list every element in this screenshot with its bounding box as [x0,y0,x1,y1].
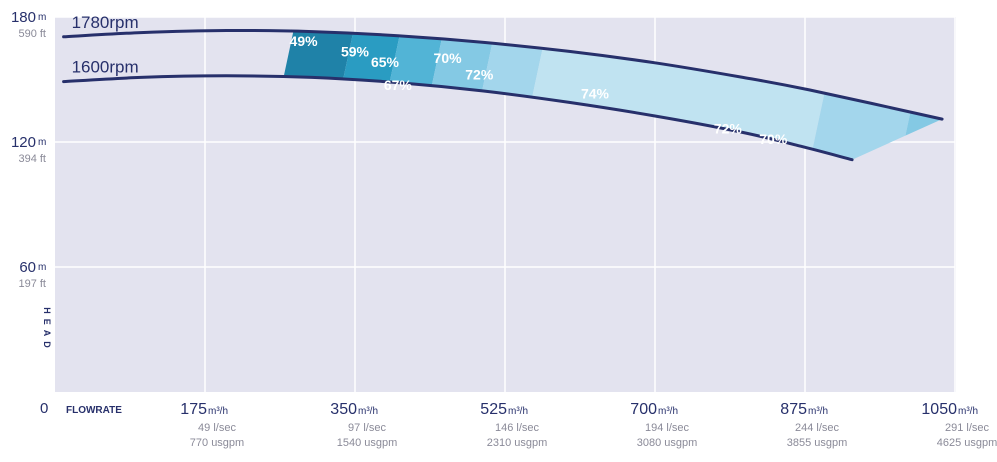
y-tick-sub: 197 ft [18,278,46,290]
y-tick-sub: 394 ft [18,153,46,165]
efficiency-label: 70% [759,131,788,147]
y-tick-value: 180 [11,9,36,26]
rpm-curve-line [62,28,944,121]
x-tick-sub2: 770 usgpm [190,437,244,449]
x-tick-sub1: 97 l/sec [348,422,386,434]
x-tick-unit: m³/h [808,406,828,417]
efficiency-label: 70% [434,50,463,66]
efficiency-label: 65% [371,54,400,70]
x-tick-sub1: 194 l/sec [645,422,690,434]
x-tick-sub2: 3855 usgpm [787,437,848,449]
x-tick-sub1: 49 l/sec [198,422,236,434]
efficiency-label: 67% [384,77,413,93]
x-axis-title: FLOWRATE [66,405,122,416]
x-tick-unit: m³/h [208,406,228,417]
x-tick-value: 875 [780,401,807,418]
x-tick-value: 350 [330,401,357,418]
x-tick-value: 1050 [921,401,957,418]
origin-label: 0 [40,400,48,417]
x-tick: 1050 m³/h 291 l/sec 4625 usgpm [921,401,997,449]
x-tick-unit: m³/h [508,406,528,417]
efficiency-zone-fill [760,30,931,160]
x-tick-unit: m³/h [358,406,378,417]
y-tick: 180 m 590 ft [11,9,46,40]
x-tick: 700 m³/h 194 l/sec 3080 usgpm [630,401,697,449]
y-tick-value: 120 [11,134,36,151]
x-tick-unit: m³/h [658,406,678,417]
y-axis-title: HEAD [42,307,52,353]
x-tick-value: 700 [630,401,657,418]
x-tick-value: 175 [180,401,207,418]
y-tick-unit: m [38,137,46,148]
x-tick-sub1: 291 l/sec [945,422,990,434]
y-tick-value: 60 [19,259,36,276]
x-tick: 175 m³/h 49 l/sec 770 usgpm [180,401,244,449]
efficiency-label: 74% [581,85,610,101]
rpm-curves [62,28,944,162]
efficiency-labels: 49%59%65%67%70%72%74%72%70% [290,33,788,147]
y-tick: 120 m 394 ft [11,134,46,165]
x-tick-sub2: 4625 usgpm [937,437,997,449]
x-tick-sub1: 146 l/sec [495,422,540,434]
y-tick-unit: m [38,262,46,273]
efficiency-label: 49% [290,33,319,49]
y-tick-sub: 590 ft [18,28,46,40]
efficiency-label: 72% [465,67,494,83]
x-tick-sub2: 2310 usgpm [487,437,548,449]
rpm-curve-line [62,74,854,162]
y-tick-unit: m [38,12,46,23]
series-label: 1600rpm [72,58,139,77]
x-tick-unit: m³/h [958,406,978,417]
x-tick-sub1: 244 l/sec [795,422,840,434]
x-tick: 350 m³/h 97 l/sec 1540 usgpm [330,401,397,449]
efficiency-label: 72% [714,121,743,137]
series-labels: 1780rpm 1600rpm [72,13,139,77]
x-tick-sub2: 3080 usgpm [637,437,698,449]
efficiency-label: 59% [341,44,370,60]
series-label: 1780rpm [72,13,139,32]
x-tick: 525 m³/h 146 l/sec 2310 usgpm [480,401,547,449]
x-tick-sub2: 1540 usgpm [337,437,398,449]
x-tick-value: 525 [480,401,507,418]
x-tick: 875 m³/h 244 l/sec 3855 usgpm [780,401,847,449]
y-tick: 60 m 197 ft [18,259,46,290]
